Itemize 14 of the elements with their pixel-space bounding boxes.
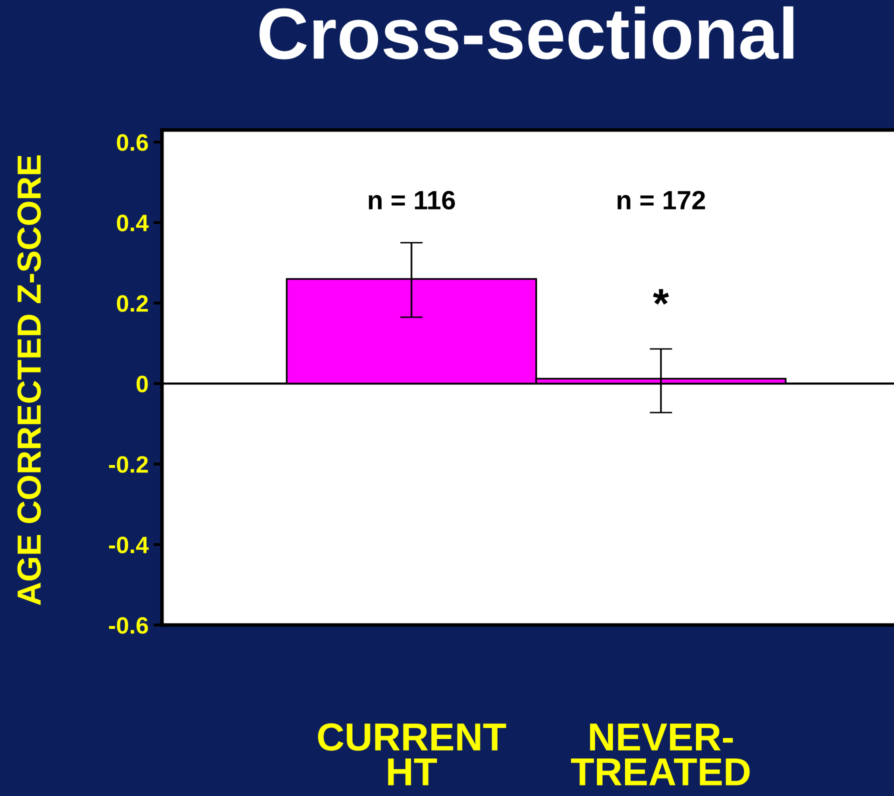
annotation: * <box>652 289 670 305</box>
y-tick-label: -0.4 <box>109 536 149 554</box>
x-tick-label: CURRENT HT <box>318 723 506 786</box>
y-tick-label: 0.6 <box>116 134 148 151</box>
annotation: n = 116 <box>368 190 455 210</box>
y-tick-label: 0 <box>136 376 148 392</box>
y-tick-label: 0.2 <box>116 295 148 312</box>
y-tick-label: -0.2 <box>109 456 148 473</box>
annotation: n = 172 <box>618 190 706 210</box>
y-tick-label: 0.4 <box>116 214 149 232</box>
chart-title: Cross-sectional <box>260 6 794 60</box>
x-tick-label: NEVER- TREATED <box>571 724 750 786</box>
y-tick-label: -0.6 <box>109 617 148 634</box>
y-axis-title: AGE CORRECTED Z-SCORE <box>17 155 41 606</box>
